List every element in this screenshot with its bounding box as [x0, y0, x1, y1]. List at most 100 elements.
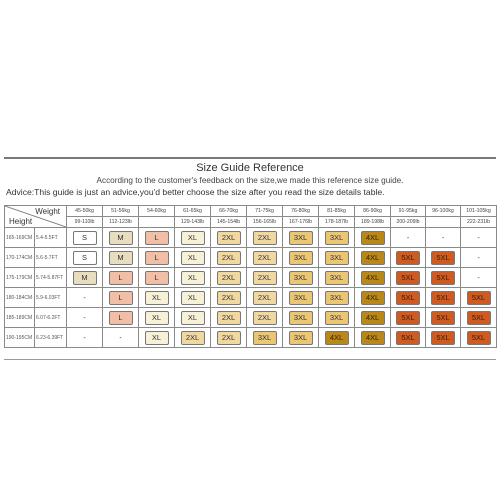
size-badge: 5XL: [396, 270, 420, 285]
no-size-mark: -: [441, 235, 445, 242]
size-badge: 2XL: [216, 310, 241, 325]
size-badge: 3XL: [288, 270, 313, 285]
height-cm-cell: 190-195CM: [4, 327, 35, 348]
size-cell: M: [102, 227, 139, 248]
weight-lb-cell: 99-110lb: [66, 216, 103, 228]
weight-label: Weight: [35, 207, 60, 216]
size-cell: L: [138, 267, 175, 288]
no-size-mark: -: [477, 255, 480, 262]
size-badge: 4XL: [360, 270, 385, 285]
size-badge: S: [72, 250, 97, 265]
no-size-mark: -: [477, 275, 480, 282]
corner-cell: Weight Height: [4, 205, 67, 228]
size-cell: 2XL: [246, 287, 283, 308]
size-cell: 5XL: [460, 327, 497, 348]
size-badge: 4XL: [360, 250, 385, 265]
size-badge: 5XL: [396, 310, 420, 325]
no-size-mark: -: [119, 335, 122, 342]
size-badge: XL: [180, 310, 205, 325]
size-badge: S: [72, 230, 97, 245]
no-size-mark: -: [83, 315, 86, 322]
size-cell: 5XL: [425, 307, 461, 328]
size-cell: 5XL: [460, 287, 497, 308]
size-badge: 4XL: [360, 230, 385, 245]
size-badge: 5XL: [431, 270, 455, 285]
size-cell: M: [66, 267, 103, 288]
size-badge: M: [72, 270, 97, 285]
diagonal-divider: [5, 206, 66, 227]
size-badge: 5XL: [431, 310, 455, 325]
size-badge: 2XL: [252, 230, 277, 245]
size-badge: M: [108, 250, 133, 265]
size-badge: L: [108, 290, 133, 305]
size-badge: 3XL: [324, 270, 349, 285]
no-size-mark: -: [83, 295, 86, 302]
size-badge: XL: [144, 310, 169, 325]
size-cell: 4XL: [354, 287, 391, 308]
size-cell: 3XL: [318, 227, 355, 248]
size-badge: 5XL: [396, 290, 420, 305]
size-badge: 4XL: [324, 330, 349, 345]
size-cell: 2XL: [210, 267, 247, 288]
weight-kg-cell: 101-105kg: [460, 205, 497, 217]
size-cell: 4XL: [318, 327, 355, 348]
size-guide-title: Size Guide Reference: [196, 162, 304, 174]
weight-lb-cell: 129-143lb: [174, 216, 211, 228]
size-cell: 2XL: [210, 287, 247, 308]
size-cell: XL: [138, 307, 175, 328]
size-badge: XL: [144, 290, 169, 305]
size-cell: 4XL: [354, 267, 391, 288]
size-cell: L: [138, 247, 175, 268]
size-cell: 5XL: [390, 247, 426, 268]
size-cell: 3XL: [282, 247, 319, 268]
size-cell: L: [102, 267, 139, 288]
size-cell: -: [66, 307, 103, 328]
size-cell: 4XL: [354, 227, 391, 248]
size-badge: 2XL: [216, 250, 241, 265]
size-cell: L: [102, 287, 139, 308]
weight-kg-cell: 96-100kg: [425, 205, 461, 217]
size-guide: Size Guide Reference According to the cu…: [4, 157, 497, 360]
size-badge: L: [144, 270, 169, 285]
size-badge: 3XL: [288, 230, 313, 245]
size-cell: 3XL: [282, 287, 319, 308]
weight-kg-cell: 86-90kg: [354, 205, 391, 217]
weight-lb-cell: 167-176lb: [282, 216, 319, 228]
size-cell: 5XL: [460, 307, 497, 328]
size-cell: L: [138, 227, 175, 248]
size-cell: -: [425, 227, 461, 248]
size-cell: 5XL: [390, 267, 426, 288]
size-badge: 5XL: [466, 310, 491, 325]
size-cell: 5XL: [425, 327, 461, 348]
size-badge: L: [108, 310, 133, 325]
height-cm-cell: 175-179CM: [4, 267, 35, 288]
size-badge: 3XL: [324, 250, 349, 265]
size-badge: 3XL: [288, 310, 313, 325]
size-cell: S: [66, 247, 103, 268]
size-cell: 5XL: [390, 327, 426, 348]
table-row: 170-174CM 5.6-5.7FT S M L XL 2XL 2XL 3XL 3XL 4XL 5X…: [4, 247, 497, 268]
no-size-mark: -: [406, 235, 410, 242]
size-badge: 2XL: [216, 230, 241, 245]
size-badge: 5XL: [466, 290, 491, 305]
no-size-mark: -: [83, 335, 86, 342]
size-cell: 2XL: [210, 247, 247, 268]
height-ft-cell: 5.9-6.03FT: [34, 287, 67, 308]
size-badge: 5XL: [396, 250, 420, 265]
height-ft-cell: 5.74-5.87FT: [34, 267, 67, 288]
size-badge: 2XL: [216, 270, 241, 285]
size-cell: -: [460, 247, 497, 268]
table-row: 190-195CM 6.23-6.39FT - - XL 2XL 2XL 3XL 3XL 4XL 4…: [4, 327, 497, 348]
size-badge: 5XL: [431, 290, 455, 305]
size-badge: 4XL: [360, 290, 385, 305]
size-cell: -: [66, 327, 103, 348]
size-badge: 2XL: [252, 290, 277, 305]
height-label: Height: [9, 217, 33, 226]
weight-kg-cell: 45-50kg: [66, 205, 103, 217]
size-badge: 2XL: [252, 270, 277, 285]
size-cell: 5XL: [425, 267, 461, 288]
size-cell: 2XL: [210, 227, 247, 248]
size-badge: 3XL: [288, 250, 313, 265]
weight-kg-cell: 71-75kg: [246, 205, 283, 217]
size-cell: XL: [138, 287, 175, 308]
